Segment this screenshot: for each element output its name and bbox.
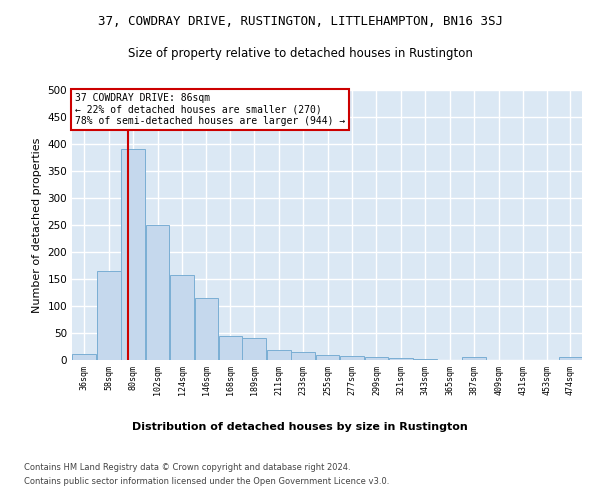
Text: 37 COWDRAY DRIVE: 86sqm
← 22% of detached houses are smaller (270)
78% of semi-d: 37 COWDRAY DRIVE: 86sqm ← 22% of detache… bbox=[74, 92, 345, 126]
Bar bbox=[559, 358, 581, 360]
Bar bbox=[291, 352, 315, 360]
Y-axis label: Number of detached properties: Number of detached properties bbox=[32, 138, 42, 312]
Bar bbox=[97, 271, 121, 360]
Bar bbox=[389, 358, 413, 360]
Bar bbox=[146, 225, 169, 360]
Bar bbox=[316, 354, 340, 360]
Bar bbox=[219, 336, 242, 360]
Bar bbox=[463, 358, 486, 360]
Bar bbox=[365, 358, 388, 360]
Bar bbox=[170, 274, 194, 360]
Bar bbox=[242, 338, 266, 360]
Bar bbox=[194, 298, 218, 360]
Bar bbox=[413, 359, 437, 360]
Text: Contains public sector information licensed under the Open Government Licence v3: Contains public sector information licen… bbox=[24, 478, 389, 486]
Text: Contains HM Land Registry data © Crown copyright and database right 2024.: Contains HM Land Registry data © Crown c… bbox=[24, 462, 350, 471]
Bar bbox=[121, 150, 145, 360]
Text: Size of property relative to detached houses in Rustington: Size of property relative to detached ho… bbox=[128, 48, 472, 60]
Text: 37, COWDRAY DRIVE, RUSTINGTON, LITTLEHAMPTON, BN16 3SJ: 37, COWDRAY DRIVE, RUSTINGTON, LITTLEHAM… bbox=[97, 15, 503, 28]
Bar bbox=[267, 350, 290, 360]
Bar bbox=[73, 354, 96, 360]
Text: Distribution of detached houses by size in Rustington: Distribution of detached houses by size … bbox=[132, 422, 468, 432]
Bar bbox=[340, 356, 364, 360]
